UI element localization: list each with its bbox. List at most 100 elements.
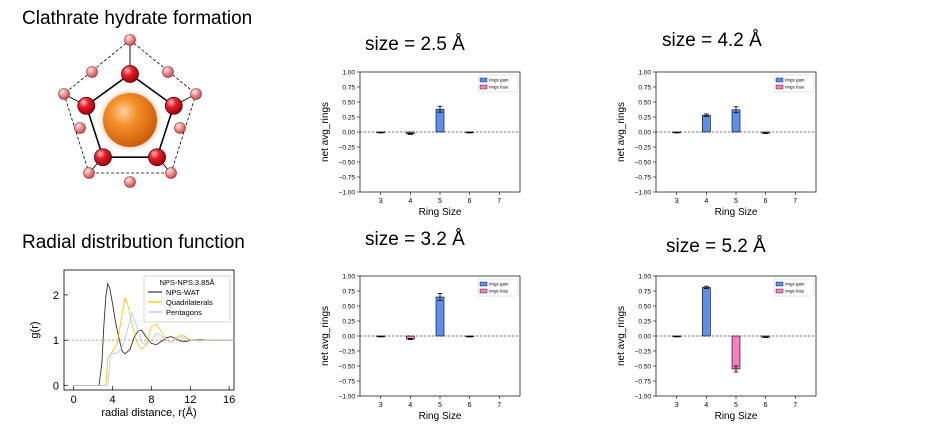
y-tick-label: 0.00	[342, 130, 355, 137]
y-tick-label: −1.00	[339, 394, 356, 401]
y-tick-label: 0.75	[342, 85, 355, 92]
legend-label: rings gain	[489, 78, 509, 83]
x-tick-label: 7	[497, 402, 501, 409]
outer-water-atom	[165, 167, 177, 179]
x-axis-label: Ring Size	[419, 207, 462, 218]
outer-water-atom	[162, 66, 174, 78]
y-axis-label: net avg_rings	[616, 306, 627, 366]
bar-rings-gain-4	[702, 287, 711, 337]
rdf-heading: Radial distribution function	[22, 232, 245, 253]
legend-swatch	[775, 77, 784, 83]
rdf-x-tick-label: 8	[148, 394, 154, 406]
y-axis-label: net avg_rings	[320, 102, 331, 162]
clathrate-cage-diagram	[58, 34, 202, 188]
y-tick-label: 1.00	[638, 70, 651, 77]
y-tick-label: −0.75	[339, 379, 356, 386]
y-tick-label: 0.50	[638, 100, 651, 107]
rdf-legend-box	[143, 275, 231, 323]
legend-label: rings gain	[489, 282, 509, 287]
size-title-tr: size = 4.2 Å	[662, 30, 762, 51]
rdf-y-tick-label: 1	[53, 335, 59, 347]
rdf-y-tick-label: 2	[53, 290, 59, 302]
legend-swatch	[775, 288, 784, 294]
rdf-y-axis-label: g(r)	[29, 321, 41, 338]
rdf-y-tick-label: 0	[53, 380, 59, 392]
outer-water-atom	[58, 88, 70, 100]
bar-rings-gain-5	[435, 108, 445, 133]
cage-water-atom	[77, 96, 96, 115]
x-tick-label: 6	[468, 198, 472, 205]
rdf-x-axis-label: radial distance, r(Å)	[101, 406, 196, 419]
inner-pentagon	[85, 73, 175, 159]
outer-water-atom	[86, 66, 98, 78]
y-tick-label: −1.00	[635, 394, 652, 401]
y-tick-label: −0.50	[339, 160, 356, 167]
outer-water-atom	[124, 34, 136, 46]
rdf-series-pentagons	[73, 311, 234, 386]
y-tick-label: 0.50	[638, 304, 651, 311]
bar-chart-size-3-2: 1.00 0.75 0.50 0.25 0.00 −0.25 −0.50 −0.75 −1.00…	[320, 274, 521, 422]
x-tick-label: 5	[438, 198, 442, 205]
rdf-plot-frame	[63, 269, 235, 391]
x-tick-label: 6	[764, 198, 768, 205]
clathrate-heading: Clathrate hydrate formation	[22, 8, 253, 29]
size-title-br: size = 5.2 Å	[666, 236, 766, 257]
legend-box	[773, 278, 815, 297]
y-tick-label: 0.25	[638, 319, 651, 326]
bar-chart-size-5-2: 1.00 0.75 0.50 0.25 0.00 −0.25 −0.50 −0.75 −1.00…	[616, 274, 817, 422]
legend-label: rings gain	[785, 282, 805, 287]
bar-chart-size-2-5: 1.00 0.75 0.50 0.25 0.00 −0.25 −0.50 −0.75 −1.00…	[320, 70, 521, 218]
y-tick-label: −1.00	[339, 190, 356, 197]
legend-box	[477, 278, 519, 297]
y-tick-label: −0.50	[635, 364, 652, 371]
y-tick-label: −0.50	[339, 364, 356, 371]
legend-label: rings gain	[785, 78, 805, 83]
x-tick-label: 6	[764, 402, 768, 409]
x-tick-label: 3	[675, 402, 679, 409]
y-tick-label: 0.25	[342, 319, 355, 326]
y-tick-label: 0.75	[342, 289, 355, 296]
y-tick-label: 0.00	[638, 130, 651, 137]
size-title-tl: size = 2.5 Å	[365, 34, 465, 55]
legend-box	[477, 74, 519, 93]
y-tick-label: 0.00	[342, 334, 355, 341]
legend-box	[773, 74, 815, 93]
legend-swatch	[479, 288, 488, 294]
rdf-x-tick-label: 12	[184, 394, 196, 406]
outer-cage-outline	[63, 39, 197, 174]
y-axis-label: net avg_rings	[320, 306, 331, 366]
x-tick-label: 4	[704, 198, 708, 205]
legend-swatch	[775, 281, 784, 287]
y-tick-label: 0.75	[638, 85, 651, 92]
y-axis-label: net avg_rings	[616, 102, 627, 162]
rdf-legend-label: NPS-WAT	[166, 288, 200, 297]
rdf-legend-label: Pentagons	[166, 308, 202, 317]
x-tick-label: 4	[704, 402, 708, 409]
legend-label: rings loss	[785, 289, 805, 294]
x-tick-label: 4	[408, 198, 412, 205]
legend-swatch	[479, 84, 488, 90]
x-axis-label: Ring Size	[715, 207, 758, 218]
x-tick-label: 4	[408, 402, 412, 409]
x-tick-label: 3	[675, 198, 679, 205]
cage-water-atom	[164, 96, 183, 115]
legend-swatch	[479, 281, 488, 287]
y-tick-label: −0.75	[339, 175, 356, 182]
guest-molecule	[103, 93, 157, 147]
outer-water-atom	[74, 122, 86, 134]
rdf-legend-title: NPS-NPS:3.85Å	[159, 278, 214, 287]
x-axis-label: Ring Size	[419, 411, 462, 422]
x-tick-label: 5	[734, 402, 738, 409]
y-tick-label: 0.50	[342, 304, 355, 311]
y-tick-label: 0.50	[342, 100, 355, 107]
y-tick-label: 0.75	[638, 289, 651, 296]
x-tick-label: 5	[438, 402, 442, 409]
y-tick-label: 0.25	[638, 115, 651, 122]
legend-swatch	[479, 77, 488, 83]
x-tick-label: 5	[734, 198, 738, 205]
bar-rings-gain-4	[702, 114, 711, 133]
y-tick-label: −0.50	[635, 160, 652, 167]
outer-water-atom	[190, 88, 202, 100]
y-tick-label: −0.75	[635, 175, 652, 182]
